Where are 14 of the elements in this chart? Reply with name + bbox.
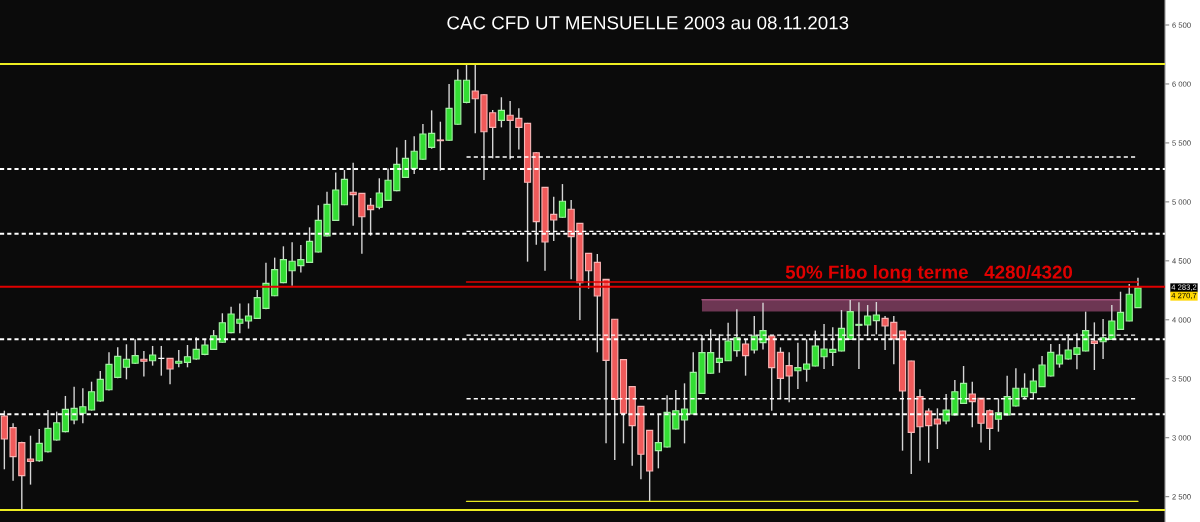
candlestick: [558, 183, 567, 219]
candlestick: [148, 345, 157, 367]
text: CAC CFD UT MENSUELLE 2003 au 08.11.2013: [447, 16, 849, 30]
candlestick: [436, 120, 444, 172]
candlestick: [741, 338, 750, 377]
candlestick: [401, 139, 410, 179]
candlestick: [166, 357, 174, 385]
candlestick: [933, 407, 942, 450]
annotation: 50% Fibo long terme 4280/4320: [785, 264, 1073, 283]
candlestick: [140, 350, 148, 378]
candlestick: [497, 96, 506, 129]
candlestick: [1090, 321, 1098, 371]
candlestick: [1055, 343, 1064, 369]
candlestick: [872, 301, 880, 335]
